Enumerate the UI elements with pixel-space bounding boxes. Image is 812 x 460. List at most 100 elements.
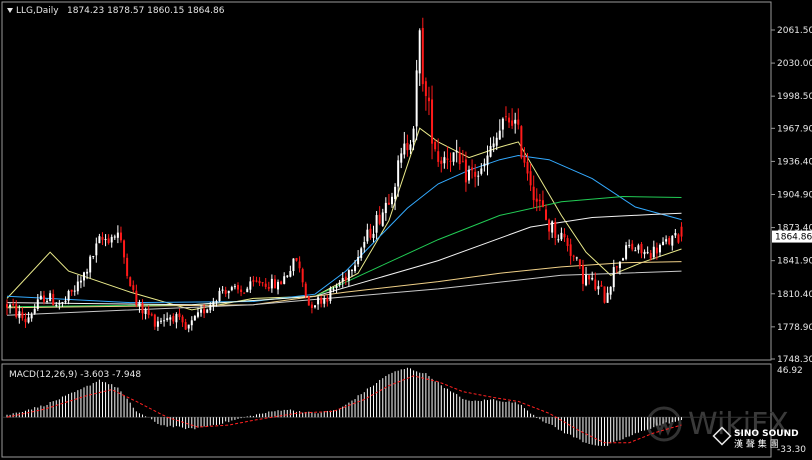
macd-axis: 46.92 -33.30: [777, 366, 806, 455]
macd-tick-label: 46.92: [777, 366, 803, 376]
dropdown-triangle-icon[interactable]: [7, 8, 13, 13]
bull-candle: [674, 233, 677, 236]
bull-candle: [455, 150, 458, 153]
bear-candle: [107, 238, 110, 244]
bull-candle: [658, 245, 661, 253]
company-name: SINO SOUND: [734, 429, 799, 439]
bull-candle: [61, 302, 64, 304]
bear-candle: [431, 99, 434, 144]
bear-candle: [304, 283, 307, 297]
bear-candle: [132, 285, 135, 290]
bull-candle: [597, 286, 600, 290]
bull-candle: [283, 276, 286, 284]
bull-candle: [104, 239, 107, 241]
bull-candle: [609, 286, 612, 295]
bull-candle: [498, 130, 501, 140]
ohlc-readout: 1874.23 1878.57 1860.15 1864.86: [67, 6, 225, 16]
bear-candle: [427, 97, 430, 102]
bull-candle: [329, 288, 332, 301]
bear-candle: [150, 314, 153, 316]
price-tick-label: 2030.00: [777, 59, 812, 69]
bear-candle: [631, 243, 634, 250]
bull-candle: [230, 287, 233, 291]
bull-candle: [113, 236, 116, 238]
current-price-label: 1864.86: [775, 233, 812, 243]
bear-candle: [541, 200, 544, 208]
bear-candle: [504, 116, 507, 118]
bear-candle: [147, 310, 150, 315]
bull-candle: [628, 245, 631, 247]
bull-candle: [391, 196, 393, 205]
bear-candle: [15, 304, 18, 317]
bull-candle: [381, 212, 384, 226]
bear-candle: [464, 159, 467, 183]
bear-candle: [126, 257, 129, 276]
candlestick-series: [6, 17, 683, 333]
bull-candle: [375, 215, 378, 233]
bear-candle: [267, 287, 270, 289]
bull-candle: [95, 243, 98, 256]
bear-candle: [295, 257, 298, 261]
bull-candle: [341, 278, 344, 282]
bull-candle: [646, 252, 649, 254]
bear-candle: [6, 304, 8, 308]
bear-candle: [184, 322, 187, 330]
bull-candle: [246, 288, 249, 293]
bear-candle: [12, 304, 15, 306]
bear-candle: [344, 276, 347, 281]
bear-candle: [203, 308, 206, 314]
moving-average-line-1: [6, 127, 682, 311]
bear-candle: [600, 285, 603, 287]
bear-candle: [526, 161, 529, 174]
bear-candle: [369, 228, 372, 238]
bear-candle: [538, 199, 541, 202]
bull-candle: [18, 311, 21, 318]
bear-candle: [434, 141, 437, 150]
bull-candle: [92, 255, 95, 257]
bear-candle: [181, 316, 184, 323]
bull-candle: [317, 297, 320, 305]
wikifx-watermark: WikiFX: [646, 406, 789, 442]
bear-candle: [474, 171, 477, 177]
bear-candle: [569, 244, 572, 256]
bear-candle: [449, 160, 452, 162]
bear-candle: [141, 303, 144, 314]
bull-candle: [652, 246, 655, 258]
bull-candle: [270, 278, 273, 289]
bear-candle: [119, 232, 122, 241]
bull-candle: [292, 258, 295, 272]
bear-candle: [578, 259, 581, 267]
price-tick-label: 1748.30: [777, 355, 812, 365]
bear-candle: [252, 280, 255, 282]
company-name-cn: 漢 聲 集 團: [734, 438, 779, 450]
bear-candle: [421, 27, 424, 85]
bull-candle: [400, 153, 403, 163]
bear-candle: [424, 81, 427, 97]
bear-candle: [594, 279, 597, 290]
bear-candle: [135, 290, 138, 306]
bull-candle: [215, 301, 218, 303]
bull-candle: [314, 305, 316, 308]
bull-candle: [9, 304, 12, 308]
bear-candle: [280, 281, 283, 285]
bear-candle: [440, 160, 443, 164]
bull-candle: [671, 235, 674, 246]
bull-candle: [625, 245, 628, 259]
bear-candle: [471, 167, 474, 171]
bull-candle: [227, 290, 230, 294]
price-tick-label: 1998.50: [777, 92, 812, 102]
price-tick-label: 1841.90: [777, 257, 812, 267]
bear-candle: [258, 280, 261, 284]
bear-candle: [310, 304, 313, 309]
bull-candle: [83, 272, 85, 281]
bull-candle: [286, 275, 289, 277]
bull-candle: [495, 137, 498, 146]
bear-candle: [307, 296, 310, 306]
bear-candle: [123, 240, 126, 258]
macd-header: MACD(12,26,9) -3.603 -7.948: [9, 370, 141, 380]
bear-candle: [520, 126, 523, 158]
bull-candle: [612, 267, 615, 288]
bear-candle: [677, 234, 680, 243]
price-tick-label: 1778.90: [777, 323, 812, 333]
